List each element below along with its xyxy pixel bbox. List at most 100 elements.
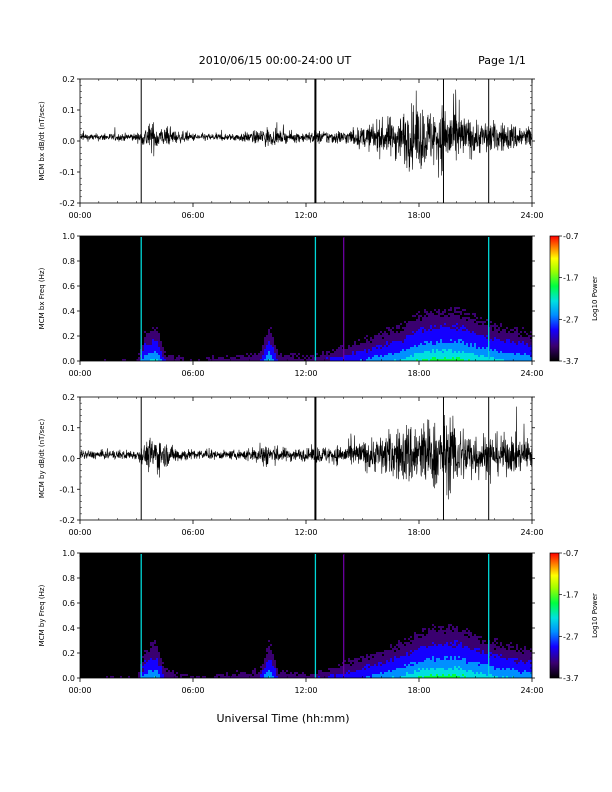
spectrogram-cell — [398, 672, 400, 674]
spectrogram-cell — [356, 664, 358, 666]
x-tick-label: 00:00 — [68, 686, 91, 695]
spectrogram-cell — [294, 353, 296, 355]
spectrogram-cell — [436, 632, 438, 634]
spectrogram-cell — [504, 666, 506, 668]
spectrogram-cell — [346, 351, 348, 353]
spectrogram-cell — [486, 654, 488, 656]
spectrogram-cell — [388, 335, 390, 337]
spectrogram-cell — [460, 321, 462, 323]
spectrogram-cell — [486, 351, 488, 353]
spectrogram-cell — [426, 313, 428, 315]
spectrogram-cell — [496, 325, 498, 327]
spectrogram-cell — [464, 327, 466, 329]
spectrogram-cell — [408, 339, 410, 341]
spectrogram-cell — [476, 331, 478, 333]
spectrogram-cell — [444, 333, 446, 335]
spectrogram-cell — [394, 660, 396, 662]
x-tick-label: 24:00 — [520, 528, 543, 537]
spectrogram-cell — [370, 662, 372, 664]
spectrogram-cell — [482, 333, 484, 335]
spectrogram-cell — [498, 337, 500, 339]
spectrogram-cell — [476, 337, 478, 339]
spectrogram-cell — [262, 674, 264, 676]
spectrogram-cell — [490, 341, 492, 343]
spectrogram-cell — [456, 650, 458, 652]
spectrogram-cell — [458, 339, 460, 341]
spectrogram-cell — [364, 359, 366, 361]
spectrogram-cell — [374, 335, 376, 337]
spectrogram-cell — [424, 662, 426, 664]
spectrogram-cell — [414, 676, 416, 678]
spectrogram-cell — [338, 349, 340, 351]
spectrogram-cell — [418, 317, 420, 319]
spectrogram-cell — [430, 329, 432, 331]
spectrogram-cell — [444, 634, 446, 636]
spectrogram-cell — [498, 672, 500, 674]
spectrogram-cell — [350, 349, 352, 351]
spectrogram-cell — [444, 353, 446, 355]
spectrogram-cell — [156, 672, 158, 674]
spectrogram-cell — [418, 349, 420, 351]
spectrogram-cell — [340, 355, 342, 357]
spectrogram-cell — [416, 345, 418, 347]
spectrogram-cell — [388, 355, 390, 357]
spectrogram-cell — [446, 329, 448, 331]
spectrogram-cell — [360, 343, 362, 345]
spectrogram-cell — [416, 325, 418, 327]
spectrogram-cell — [520, 357, 522, 359]
spectrogram-cell — [350, 347, 352, 349]
spectrogram-cell — [318, 670, 320, 672]
spectrogram-cell — [514, 650, 516, 652]
spectrogram-cell — [158, 676, 160, 678]
spectrogram-cell — [246, 357, 248, 359]
spectrogram-cell — [490, 658, 492, 660]
spectrogram-cell — [514, 331, 516, 333]
spectrogram-cell — [384, 654, 386, 656]
spectrogram-cell — [234, 674, 236, 676]
spectrogram-cell — [428, 349, 430, 351]
spectrogram-cell — [414, 654, 416, 656]
spectrogram-cell — [154, 670, 156, 672]
y-tick-label: 0.2 — [62, 332, 75, 341]
spectrogram-cell — [446, 668, 448, 670]
spectrogram-cell — [476, 650, 478, 652]
spectrogram-cell — [168, 676, 170, 678]
spectrogram-cell — [396, 670, 398, 672]
spectrogram-cell — [422, 337, 424, 339]
spectrogram-cell — [424, 644, 426, 646]
spectrogram-cell — [430, 634, 432, 636]
spectrogram-cell — [154, 646, 156, 648]
spectrogram-cell — [402, 654, 404, 656]
spectrogram-cell — [466, 343, 468, 345]
spectrogram-cell — [476, 335, 478, 337]
spectrogram-cell — [484, 652, 486, 654]
spectrogram-cell — [148, 674, 150, 676]
spectrogram-cell — [148, 347, 150, 349]
spectrogram-cell — [366, 662, 368, 664]
spectrogram-cell — [366, 676, 368, 678]
spectrogram-cell — [452, 638, 454, 640]
spectrogram-cell — [456, 345, 458, 347]
spectrogram-cell — [474, 325, 476, 327]
spectrogram-cell — [450, 343, 452, 345]
spectrogram-cell — [500, 351, 502, 353]
spectrogram-cell — [438, 664, 440, 666]
spectrogram-cell — [514, 658, 516, 660]
spectrogram-cell — [378, 654, 380, 656]
spectrogram-cell — [354, 359, 356, 361]
spectrogram-cell — [410, 672, 412, 674]
spectrogram-cell — [446, 323, 448, 325]
spectrogram-cell — [412, 668, 414, 670]
spectrogram-cell — [524, 652, 526, 654]
spectrogram-cell — [442, 341, 444, 343]
spectrogram-cell — [312, 355, 314, 357]
spectrogram-cell — [448, 648, 450, 650]
spectrogram-cell — [110, 676, 112, 678]
spectrogram-cell — [476, 636, 478, 638]
spectrogram-cell — [434, 644, 436, 646]
spectrogram-cell — [456, 349, 458, 351]
spectrogram-cell — [438, 646, 440, 648]
spectrogram-cell — [430, 351, 432, 353]
spectrogram-cell — [492, 349, 494, 351]
spectrogram-cell — [334, 676, 336, 678]
